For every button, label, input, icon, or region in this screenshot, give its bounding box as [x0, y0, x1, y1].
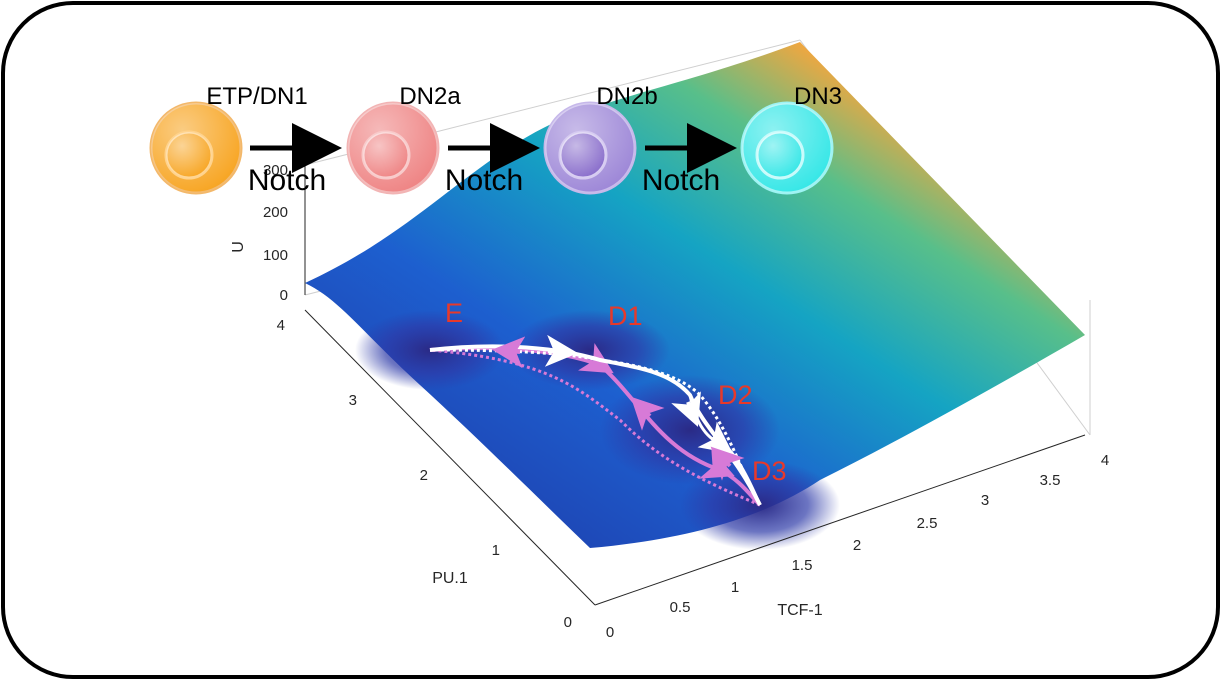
- cell-label-etp-dn1: ETP/DN1: [206, 83, 307, 110]
- state-label-e: E: [445, 298, 463, 328]
- cell-dn3: DN3: [740, 83, 842, 195]
- pu1-tick: 3: [349, 392, 357, 409]
- z-axis-title: U: [230, 241, 247, 253]
- pu1-axis-title: PU.1: [432, 570, 468, 587]
- pu1-axis: 4 3 2 1 0 PU.1: [277, 309, 596, 631]
- z-tick: 200: [263, 204, 288, 221]
- notch-label: Notch: [248, 164, 326, 197]
- path-arrow-1: [544, 334, 578, 367]
- path-arrow-4: [630, 396, 665, 431]
- path-arrow-6: [710, 446, 745, 481]
- tcf1-tick: 3.5: [1040, 472, 1061, 489]
- notch-arrow-3: Notch: [642, 123, 737, 197]
- z-axis: 0 100 200 300 U: [230, 162, 306, 304]
- cell-etp-dn1: ETP/DN1: [149, 83, 308, 195]
- cell-dn2b: DN2b: [543, 83, 658, 195]
- path-arrow-5: [492, 336, 526, 369]
- tcf1-axis: 0 0.5 1 1.5 2 2.5 3 3.5 4 TCF-1: [594, 434, 1109, 641]
- tcf1-tick: 0.5: [670, 599, 691, 616]
- state-label-d2: D2: [718, 380, 753, 410]
- notch-arrow-2: Notch: [445, 123, 540, 197]
- tcf1-tick: 1.5: [792, 557, 813, 574]
- z-tick: 300: [263, 162, 288, 179]
- tcf1-axis-title: TCF-1: [777, 602, 822, 619]
- pu1-tick: 0: [564, 614, 572, 631]
- notch-label: Notch: [642, 164, 720, 197]
- z-tick: 0: [280, 287, 288, 304]
- tcf1-tick: 4: [1101, 452, 1109, 469]
- cell-label-dn3: DN3: [794, 83, 842, 110]
- cell-label-dn2b: DN2b: [596, 83, 657, 110]
- tcf1-tick: 3: [981, 492, 989, 509]
- tcf1-tick: 1: [731, 579, 739, 596]
- notch-arrow-1: Notch: [248, 123, 342, 197]
- tcf1-tick: 2.5: [917, 515, 938, 532]
- z-tick: 100: [263, 247, 288, 264]
- path-arrow-3: [697, 421, 733, 454]
- notch-label: Notch: [445, 164, 523, 197]
- state-label-d1: D1: [608, 301, 643, 331]
- pu1-tick: 1: [492, 542, 500, 559]
- tcf1-tick: 2: [853, 537, 861, 554]
- tcf1-tick: 0: [606, 624, 614, 641]
- pu1-tick: 4: [277, 317, 285, 334]
- transition-paths: [429, 334, 762, 507]
- path-arrow-2: [671, 391, 701, 427]
- pu1-tick: 2: [420, 467, 428, 484]
- state-label-d3: D3: [752, 456, 787, 486]
- cell-dn2a: DN2a: [346, 83, 461, 195]
- cell-label-dn2a: DN2a: [399, 83, 461, 110]
